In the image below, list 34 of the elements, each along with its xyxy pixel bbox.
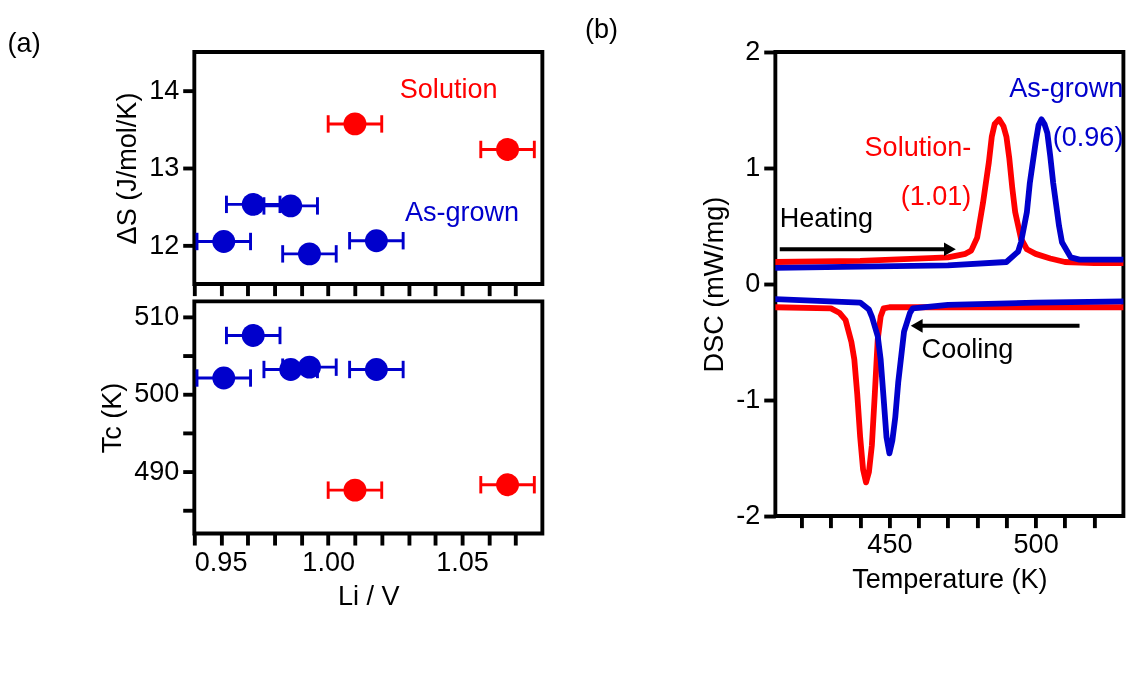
y-tick-label: -1 [736,384,761,415]
x-tick-label: 1.00 [302,546,355,577]
x-axis-title: Temperature (K) [852,564,1048,595]
y-tick-label: -2 [736,500,761,531]
y-tick-label: 0 [745,268,761,299]
point [298,242,321,266]
y-tick-label: 12 [149,229,180,260]
x-tick-label: 1.05 [436,546,489,577]
point [364,229,388,253]
series-label: Solution [399,74,498,105]
y-tick-label: 14 [149,74,180,105]
series-label: As-grown [404,196,520,227]
point [241,192,265,216]
x-axis-title: Li / V [338,581,400,612]
y-axis-title: ΔS (J/mol/K) [111,92,142,245]
x-tick-label: 450 [867,529,913,560]
y-tick-label: 2 [745,36,761,67]
text: (a) [7,28,41,58]
text: (b) [585,14,619,45]
point [496,138,519,161]
x-tick-label: 0.95 [194,546,248,577]
y-tick-label: 500 [134,378,180,409]
annotation: Cooling [921,333,1014,364]
y-axis-title: Tc (K) [96,382,127,454]
y-tick-label: 510 [134,301,180,332]
point [212,230,236,253]
series-label: As-grown(0.96) [1009,72,1124,152]
x-tick-label: 500 [1013,529,1059,560]
point [279,194,303,218]
y-axis-title: DSC (mW/mg) [698,196,729,373]
y-tick-label: 13 [149,152,180,183]
y-tick-label: 490 [134,455,180,486]
point [343,112,367,136]
y-tick-label: 1 [745,152,761,183]
